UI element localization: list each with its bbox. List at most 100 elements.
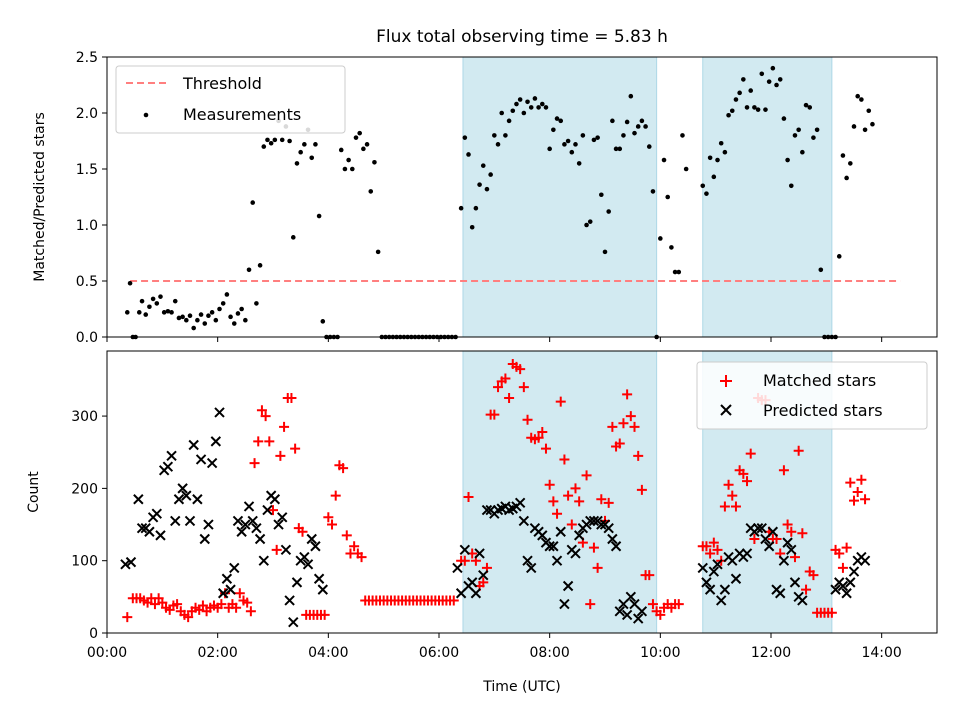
measurement-point	[243, 317, 248, 323]
measurement-point	[350, 166, 355, 172]
measurement-point	[480, 163, 486, 168]
bottom-legend: Matched stars Predicted stars	[696, 361, 928, 430]
measurement-point	[202, 321, 208, 326]
predicted-star-point	[697, 562, 708, 574]
predicted-star-point	[214, 407, 225, 418]
measurement-point	[268, 140, 274, 146]
predicted-star-point	[730, 573, 742, 584]
measurement-point	[759, 71, 765, 77]
measurement-point	[632, 130, 637, 136]
predicted-star-point	[247, 515, 258, 527]
predicted-star-point	[273, 519, 284, 530]
measurement-point	[606, 209, 611, 214]
matched-star-point	[555, 396, 566, 407]
predicted-star-point	[526, 562, 537, 574]
x-tick-label: 02:00	[197, 645, 237, 661]
matched-star-point	[478, 577, 489, 588]
measurement-point	[143, 312, 149, 317]
measurement-point	[257, 263, 263, 268]
predicted-star-point	[719, 584, 731, 595]
legend-threshold-label: Threshold	[182, 74, 262, 93]
measurement-point	[558, 118, 564, 124]
matched-star-point	[231, 602, 242, 613]
predicted-star-point	[741, 548, 753, 559]
predicted-star-point	[269, 494, 281, 505]
predicted-star-point	[452, 562, 463, 574]
predicted-star-point	[797, 595, 808, 606]
measurement-point	[136, 310, 142, 315]
measurement-point	[781, 116, 787, 121]
y-tick-label: 2.0	[76, 106, 98, 122]
matched-star-point	[234, 588, 245, 599]
predicted-star-point	[478, 569, 489, 581]
matched-star-point	[852, 487, 863, 497]
measurement-point	[466, 152, 471, 157]
predicted-star-point	[217, 588, 229, 599]
measurement-point	[576, 161, 582, 166]
matched-star-point	[570, 483, 581, 494]
measurement-point	[499, 110, 505, 116]
x-axis-label: Time (UTC)	[482, 679, 560, 695]
predicted-star-point	[313, 573, 325, 584]
measurement-point	[176, 315, 182, 321]
matched-star-point	[585, 599, 596, 610]
measurement-point	[316, 213, 322, 219]
matched-star-point	[723, 479, 734, 490]
matched-star-point	[655, 609, 666, 620]
measurement-point	[213, 317, 219, 323]
top-legend: Threshold Measurements	[115, 65, 346, 134]
measurement-point	[676, 269, 682, 275]
predicted-star-point	[188, 439, 199, 451]
measurement-point	[635, 124, 641, 129]
y-tick-label: 0.5	[76, 274, 98, 290]
predicted-star-point	[570, 548, 581, 559]
matched-star-point	[633, 450, 644, 461]
predicted-star-point	[715, 595, 727, 606]
predicted-star-point	[173, 494, 185, 505]
bottom-plot-frame	[106, 350, 938, 634]
predicted-star-point	[199, 533, 210, 545]
matched-star-point	[749, 534, 760, 544]
predicted-star-point	[789, 577, 801, 588]
measurement-point	[744, 105, 750, 110]
predicted-star-point	[562, 580, 574, 592]
measurement-point	[368, 189, 374, 194]
matched-star-point	[841, 542, 852, 553]
y-tick-label: 200	[71, 481, 98, 497]
matched-star-point	[673, 599, 684, 610]
measurement-point	[169, 310, 174, 315]
predicted-star-points	[120, 407, 871, 628]
predicted-star-point	[514, 497, 526, 509]
measurement-point	[707, 155, 713, 161]
measurement-point	[763, 107, 768, 112]
predicted-star-point	[232, 515, 244, 527]
predicted-star-point	[299, 551, 310, 563]
predicted-star-point	[767, 526, 779, 537]
matched-star-point	[712, 544, 723, 555]
measurement-point	[492, 133, 497, 138]
measurement-point	[217, 306, 222, 312]
measurement-point	[357, 130, 362, 136]
measurement-point	[231, 321, 237, 326]
x-tick-label: 12:00	[751, 645, 791, 661]
matched-star-point	[563, 490, 574, 501]
matched-star-point	[614, 438, 625, 449]
matched-star-point	[592, 562, 603, 573]
predicted-star-point	[621, 609, 633, 621]
measurement-point	[643, 124, 648, 129]
predicted-star-point	[125, 556, 137, 568]
legend-matched-swatch	[720, 375, 732, 387]
measurement-point	[298, 149, 303, 155]
matched-star-point	[607, 421, 618, 432]
top-x-ticks	[106, 337, 883, 342]
predicted-star-point	[170, 515, 181, 527]
predicted-star-point	[859, 555, 871, 566]
measurement-point	[165, 308, 171, 314]
matched-star-point	[349, 541, 360, 552]
x-tick-label: 00:00	[87, 645, 127, 661]
matched-star-point	[220, 588, 231, 599]
predicted-star-point	[120, 559, 131, 570]
measurement-point	[766, 79, 772, 84]
measurement-point	[733, 97, 739, 102]
